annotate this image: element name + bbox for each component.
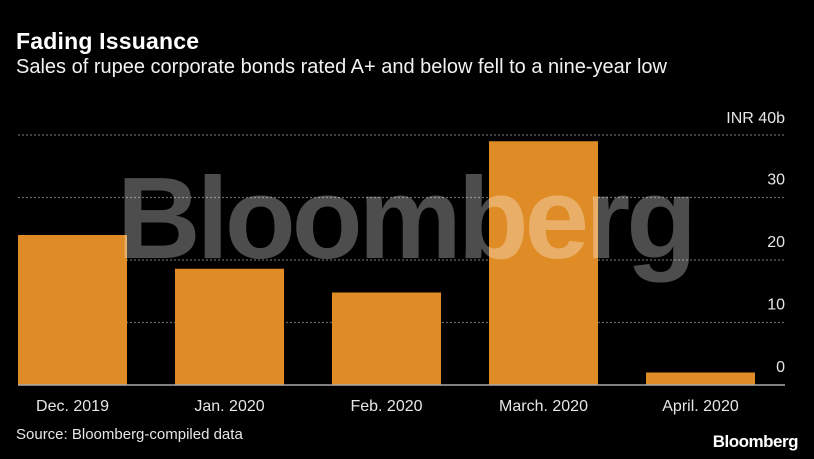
bar-jan-2020 [175,268,284,385]
y-tick-label: INR 40b [726,110,785,127]
y-tick-label: 10 [767,297,785,314]
bloomberg-watermark: Bloomberg [117,153,693,283]
bar-april-2020 [646,372,755,385]
chart-subtitle: Sales of rupee corporate bonds rated A+ … [16,56,667,78]
y-tick-label: 0 [776,359,785,376]
y-tick-label: 20 [767,234,785,251]
x-tick-label: Feb. 2020 [350,398,422,415]
x-tick-label: April. 2020 [662,398,739,415]
bar-dec-2019 [18,235,127,385]
bar-march-2020 [489,141,598,385]
source-note: Source: Bloomberg-compiled data [16,426,243,443]
x-tick-label: Dec. 2019 [36,398,109,415]
y-tick-label: 30 [767,172,785,189]
bar-feb-2020 [332,292,441,385]
x-tick-label: March. 2020 [499,398,588,415]
bloomberg-logo: Bloomberg [712,432,799,451]
chart-title: Fading Issuance [16,28,200,54]
x-tick-label: Jan. 2020 [194,398,264,415]
